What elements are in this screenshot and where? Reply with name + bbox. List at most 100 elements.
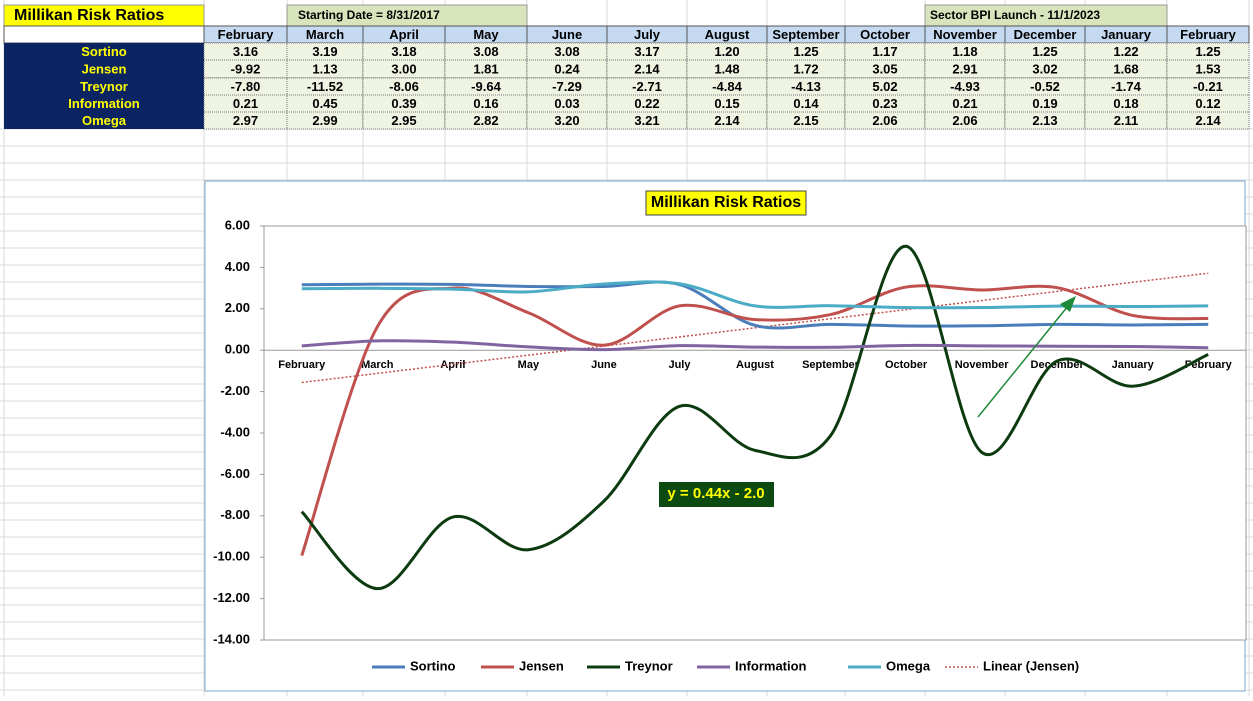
cell-value: -0.21 [1193, 79, 1223, 94]
cell-value: 2.06 [872, 113, 897, 128]
legend-label: Treynor [625, 658, 673, 673]
y-tick-label: -8.00 [220, 507, 250, 522]
cell-value: 1.72 [793, 61, 818, 76]
x-tick-label: September [802, 359, 860, 371]
column-header: June [552, 27, 582, 42]
cell-value: 2.14 [714, 113, 740, 128]
cell-value: -11.52 [307, 79, 343, 94]
data-cell [203, 111, 288, 130]
data-cell [1166, 111, 1250, 130]
cell-value: 1.68 [1113, 61, 1138, 76]
cell-value: 2.97 [233, 113, 258, 128]
data-cell [203, 77, 288, 96]
series-line [301, 280, 1209, 310]
series-line [301, 280, 1209, 330]
cell-value: 0.39 [391, 96, 416, 111]
cell-value: 3.19 [312, 44, 337, 59]
series-line [300, 244, 1209, 591]
column-header: January [1101, 27, 1152, 42]
row-label-cell [4, 60, 204, 78]
column-header: September [772, 27, 839, 42]
cell-value: 0.45 [312, 96, 337, 111]
ratio-table: February March April May June July August Septe… [3, 25, 1250, 130]
y-tick-label: 0.00 [225, 342, 250, 357]
cell-value: 2.06 [952, 113, 977, 128]
cell-value: 0.12 [1195, 96, 1220, 111]
y-tick-label: -6.00 [220, 466, 250, 481]
row-label-cell [4, 78, 204, 95]
cell-value: 0.24 [554, 61, 580, 76]
cell-value: 2.91 [952, 61, 977, 76]
cell-value: -8.06 [389, 79, 419, 94]
row-label-cell [4, 43, 204, 60]
x-tick-label: February [278, 359, 326, 371]
arrow-head [1060, 296, 1076, 312]
cell-value: 1.13 [312, 61, 337, 76]
cell-value: 3.16 [233, 44, 258, 59]
x-tick-label: November [955, 359, 1010, 371]
x-tick-label: June [591, 359, 617, 371]
cell-value: 2.14 [1195, 113, 1221, 128]
legend-label: Omega [886, 658, 931, 673]
cell-value: 0.03 [554, 96, 579, 111]
cell-value: 0.15 [714, 96, 739, 111]
x-tick-label: March [361, 359, 394, 371]
y-tick-label: -2.00 [220, 383, 250, 398]
cell-value: 2.95 [391, 113, 416, 128]
x-tick-label: December [1031, 359, 1085, 371]
annotation-arrow [977, 305, 1069, 418]
cell-value: -9.92 [231, 61, 261, 76]
column-header: March [306, 27, 344, 42]
y-tick-label: -4.00 [220, 424, 250, 439]
column-header: May [473, 27, 499, 42]
cell-value: 1.48 [714, 61, 739, 76]
cell-value: 3.05 [872, 61, 897, 76]
column-header: November [933, 27, 997, 42]
equation-box [659, 482, 774, 507]
row-label: Omega [82, 113, 127, 128]
cell-value: 3.18 [391, 44, 416, 59]
x-tick-label: May [518, 359, 540, 371]
cell-value: 0.18 [1113, 96, 1138, 111]
cell-value: -7.29 [552, 79, 582, 94]
cell-value: 1.25 [1195, 44, 1220, 59]
cell-value: 1.22 [1113, 44, 1138, 59]
cell-value: 2.99 [312, 113, 337, 128]
column-header: July [634, 27, 661, 42]
cell-value: 3.20 [554, 113, 579, 128]
cell-value: 3.08 [554, 44, 579, 59]
legend-label: Jensen [519, 658, 564, 673]
cell-value: 5.02 [872, 79, 897, 94]
x-tick-label: October [885, 359, 928, 371]
cell-value: 2.14 [634, 61, 660, 76]
x-tick-label: August [736, 359, 774, 371]
sheet-title: Millikan Risk Ratios [14, 7, 164, 24]
row-label: Treynor [80, 79, 128, 94]
cell-value: -0.52 [1030, 79, 1060, 94]
column-header: October [860, 27, 910, 42]
launch-note: Sector BPI Launch - 11/1/2023 [930, 8, 1100, 22]
chart-title: Millikan Risk Ratios [651, 194, 801, 211]
cell-value: 1.25 [793, 44, 818, 59]
data-cell [203, 94, 288, 113]
cell-value: 0.14 [793, 96, 819, 111]
column-header: February [218, 27, 274, 42]
cell-value: -9.64 [471, 79, 501, 94]
row-label: Sortino [81, 44, 127, 59]
cell-value: 2.13 [1032, 113, 1057, 128]
x-tick-label: February [1185, 359, 1233, 371]
cell-value: 0.21 [952, 96, 977, 111]
column-header: August [705, 27, 750, 42]
x-tick-label: April [440, 359, 465, 371]
cell-value: 2.11 [1114, 113, 1139, 128]
cell-value: 0.19 [1032, 96, 1057, 111]
start-note: Starting Date = 8/31/2017 [298, 8, 440, 22]
cell-value: -7.80 [231, 79, 261, 94]
plot: -14.00 -12.00 -10.00 -8.00 -6.00 -4.00 -2.00 0.… [213, 217, 1246, 646]
chart-title-box [645, 190, 807, 216]
cell-value: -4.84 [712, 79, 742, 94]
legend-label: Sortino [410, 658, 456, 673]
cell-value: 2.82 [473, 113, 498, 128]
row-label: Information [68, 96, 140, 111]
